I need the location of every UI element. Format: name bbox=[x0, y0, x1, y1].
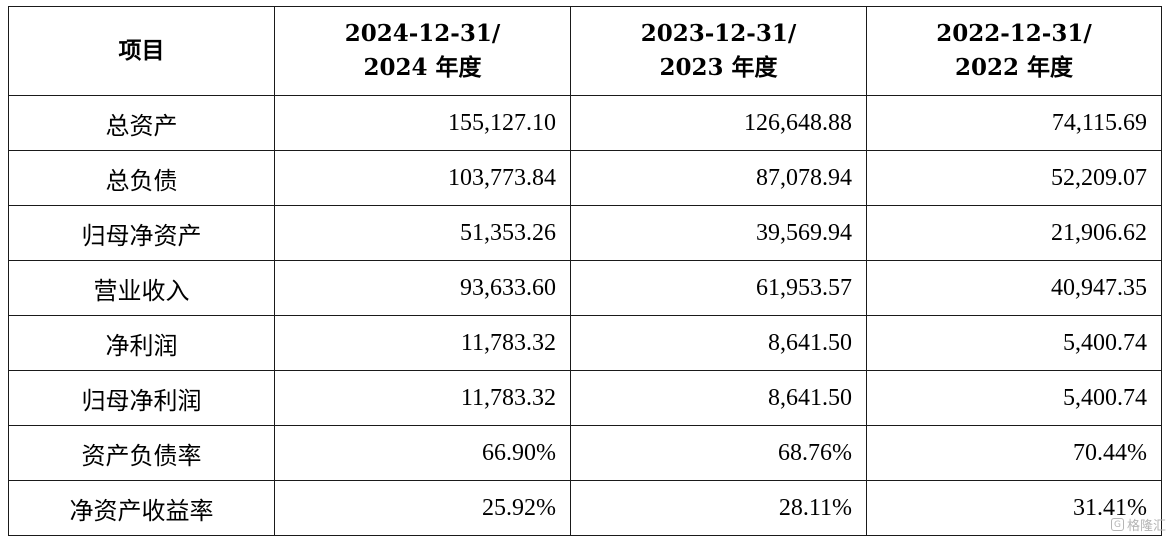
table-row: 归母净资产 51,353.26 39,569.94 21,906.62 bbox=[8, 205, 1162, 261]
watermark: G 格隆汇 bbox=[1110, 515, 1166, 534]
table-row: 营业收入 93,633.60 61,953.57 40,947.35 bbox=[8, 260, 1162, 316]
row-label-parent-net-profit: 归母净利润 bbox=[8, 370, 275, 426]
financial-summary-table: 项目 2024-12-31/ 2024 年度 2023-12-31/ 2023 … bbox=[8, 6, 1162, 536]
header-row: 项目 2024-12-31/ 2024 年度 2023-12-31/ 2023 … bbox=[8, 6, 1162, 96]
header-2022-year: 2022 年度 bbox=[954, 54, 1074, 81]
cell-value: 8,641.50 bbox=[570, 370, 867, 426]
cell-value: 28.11% bbox=[570, 480, 867, 536]
cell-value: 66.90% bbox=[274, 425, 571, 481]
row-label-total-assets: 总资产 bbox=[8, 95, 275, 151]
cell-value: 11,783.32 bbox=[274, 370, 571, 426]
cell-value: 39,569.94 bbox=[570, 205, 867, 261]
header-2023-date: 2023-12-31/ bbox=[640, 20, 797, 47]
header-2022-date: 2022-12-31/ bbox=[936, 20, 1092, 47]
cell-value: 21,906.62 bbox=[866, 205, 1162, 261]
table-row: 净利润 11,783.32 8,641.50 5,400.74 bbox=[8, 315, 1162, 371]
cell-value: 51,353.26 bbox=[274, 205, 571, 261]
cell-value: 68.76% bbox=[570, 425, 867, 481]
cell-value: 103,773.84 bbox=[274, 150, 571, 206]
table-row: 总资产 155,127.10 126,648.88 74,115.69 bbox=[8, 95, 1162, 151]
cell-value: 87,078.94 bbox=[570, 150, 867, 206]
header-2023-year: 2023 年度 bbox=[659, 54, 778, 81]
cell-value: 93,633.60 bbox=[274, 260, 571, 316]
row-label-revenue: 营业收入 bbox=[8, 260, 275, 316]
row-label-roe: 净资产收益率 bbox=[8, 480, 275, 536]
cell-value: 31.41% bbox=[866, 480, 1162, 536]
header-2024: 2024-12-31/ 2024 年度 bbox=[274, 6, 571, 96]
cell-value: 155,127.10 bbox=[274, 95, 571, 151]
table-row: 资产负债率 66.90% 68.76% 70.44% bbox=[8, 425, 1162, 481]
watermark-logo-icon: G bbox=[1110, 518, 1124, 531]
header-2024-year: 2024 年度 bbox=[363, 54, 482, 81]
cell-value: 126,648.88 bbox=[570, 95, 867, 151]
row-label-total-liabilities: 总负债 bbox=[8, 150, 275, 206]
table-row: 归母净利润 11,783.32 8,641.50 5,400.74 bbox=[8, 370, 1162, 426]
cell-value: 25.92% bbox=[274, 480, 571, 536]
row-label-parent-net-assets: 归母净资产 bbox=[8, 205, 275, 261]
financial-table-container: 项目 2024-12-31/ 2024 年度 2023-12-31/ 2023 … bbox=[8, 6, 1162, 536]
cell-value: 52,209.07 bbox=[866, 150, 1162, 206]
cell-value: 5,400.74 bbox=[866, 370, 1162, 426]
cell-value: 40,947.35 bbox=[866, 260, 1162, 316]
cell-value: 5,400.74 bbox=[866, 315, 1162, 371]
cell-value: 74,115.69 bbox=[866, 95, 1162, 151]
watermark-text: 格隆汇 bbox=[1126, 519, 1166, 534]
header-2023: 2023-12-31/ 2023 年度 bbox=[570, 6, 867, 96]
row-label-net-profit: 净利润 bbox=[8, 315, 275, 371]
header-item: 项目 bbox=[8, 6, 275, 96]
table-row: 净资产收益率 25.92% 28.11% 31.41% bbox=[8, 480, 1162, 536]
row-label-debt-ratio: 资产负债率 bbox=[8, 425, 275, 481]
header-2022: 2022-12-31/ 2022 年度 bbox=[866, 6, 1162, 96]
cell-value: 61,953.57 bbox=[570, 260, 867, 316]
cell-value: 70.44% bbox=[866, 425, 1162, 481]
table-row: 总负债 103,773.84 87,078.94 52,209.07 bbox=[8, 150, 1162, 206]
cell-value: 11,783.32 bbox=[274, 315, 571, 371]
cell-value: 8,641.50 bbox=[570, 315, 867, 371]
header-2024-date: 2024-12-31/ bbox=[344, 20, 501, 47]
